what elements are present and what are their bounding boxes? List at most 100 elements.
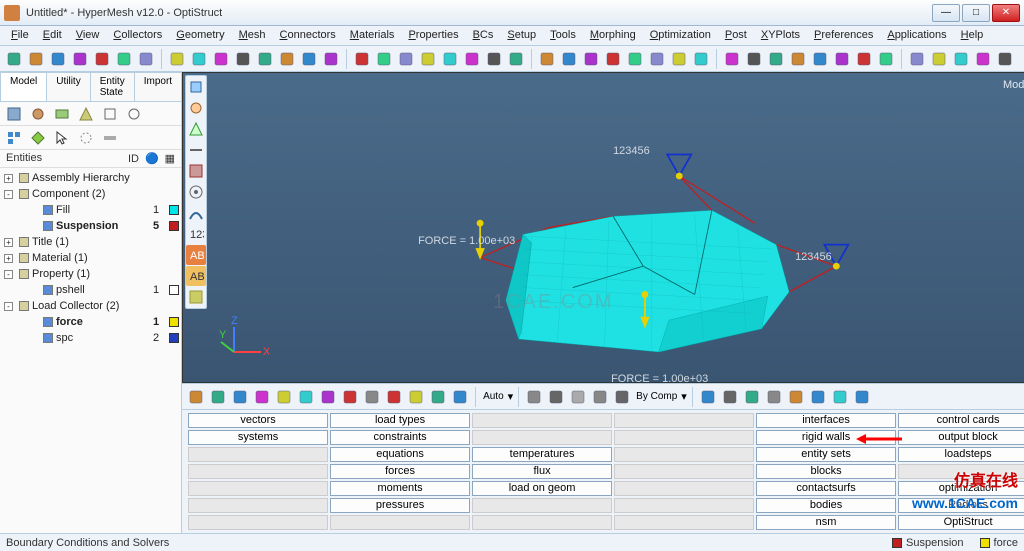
toolbar-icon[interactable] xyxy=(537,49,557,69)
dropdown-icon[interactable]: ▾ xyxy=(508,390,514,403)
toolbar-icon[interactable] xyxy=(255,49,275,69)
tree-row[interactable]: -Component (2) xyxy=(2,186,179,202)
toolbar-icon[interactable] xyxy=(384,387,404,407)
maximize-button[interactable]: □ xyxy=(962,4,990,22)
toolbar-icon[interactable] xyxy=(907,49,927,69)
tree-row[interactable]: +Assembly Hierarchy xyxy=(2,170,179,186)
status-chip-component[interactable]: Suspension xyxy=(888,537,964,549)
toolbar-icon[interactable] xyxy=(546,387,566,407)
panel-entity-sets[interactable]: entity sets xyxy=(756,447,896,462)
browser-icon[interactable] xyxy=(124,104,144,124)
toolbar-icon[interactable] xyxy=(559,49,579,69)
toolbar-icon[interactable] xyxy=(524,387,544,407)
toolbar-icon[interactable] xyxy=(92,49,112,69)
panel-nsm[interactable]: nsm xyxy=(756,515,896,530)
toolbar-icon[interactable] xyxy=(70,49,90,69)
toolbar-icon[interactable] xyxy=(951,49,971,69)
toolbar-icon[interactable] xyxy=(450,387,470,407)
toolbar-icon[interactable] xyxy=(299,49,319,69)
toolbar-icon[interactable] xyxy=(625,49,645,69)
toolbar-icon[interactable] xyxy=(396,49,416,69)
panel-output-block[interactable]: output block xyxy=(898,430,1024,445)
menu-morphing[interactable]: Morphing xyxy=(583,26,643,45)
toolbar-icon[interactable] xyxy=(4,49,24,69)
menu-materials[interactable]: Materials xyxy=(343,26,402,45)
menu-bcs[interactable]: BCs xyxy=(466,26,501,45)
browser-icon[interactable] xyxy=(76,104,96,124)
toolbar-icon[interactable] xyxy=(766,49,786,69)
toolbar-icon[interactable] xyxy=(114,49,134,69)
toolbar-icon[interactable] xyxy=(277,49,297,69)
toolbar-icon[interactable] xyxy=(136,49,156,69)
toolbar-icon[interactable] xyxy=(440,49,460,69)
toolbar-icon[interactable] xyxy=(374,49,394,69)
toolbar-icon[interactable] xyxy=(810,49,830,69)
toolbar-icon[interactable] xyxy=(852,387,872,407)
toolbar-icon[interactable] xyxy=(506,49,526,69)
toolbar-icon[interactable] xyxy=(406,387,426,407)
minimize-button[interactable]: — xyxy=(932,4,960,22)
toolbar-icon[interactable] xyxy=(211,49,231,69)
toolbar-icon[interactable] xyxy=(832,49,852,69)
auto-label[interactable]: Auto xyxy=(481,391,506,402)
toolbar-icon[interactable] xyxy=(929,49,949,69)
menu-connectors[interactable]: Connectors xyxy=(273,26,343,45)
browser-icon[interactable] xyxy=(100,104,120,124)
tree-row[interactable]: spc2 xyxy=(2,330,179,346)
toolbar-icon[interactable] xyxy=(764,387,784,407)
panel-constraints[interactable]: constraints xyxy=(330,430,470,445)
toolbar-icon[interactable] xyxy=(742,387,762,407)
menu-post[interactable]: Post xyxy=(718,26,754,45)
model-tree[interactable]: +Assembly Hierarchy-Component (2)Fill1Su… xyxy=(0,168,181,533)
tree-row[interactable]: force1 xyxy=(2,314,179,330)
menu-collectors[interactable]: Collectors xyxy=(106,26,169,45)
panel-blocks[interactable]: blocks xyxy=(756,464,896,479)
status-chip-load[interactable]: force xyxy=(976,537,1018,549)
toolbar-icon[interactable] xyxy=(995,49,1015,69)
toolbar-icon[interactable] xyxy=(612,387,632,407)
menu-applications[interactable]: Applications xyxy=(880,26,953,45)
browser-icon[interactable] xyxy=(100,128,120,148)
toolbar-icon[interactable] xyxy=(48,49,68,69)
menu-help[interactable]: Help xyxy=(954,26,991,45)
panel-pressures[interactable]: pressures xyxy=(330,498,470,513)
panel-systems[interactable]: systems xyxy=(188,430,328,445)
toolbar-icon[interactable] xyxy=(230,387,250,407)
panel-contactsurfs[interactable]: contactsurfs xyxy=(756,481,896,496)
menu-mesh[interactable]: Mesh xyxy=(232,26,273,45)
tab-model[interactable]: Model xyxy=(0,72,47,101)
panel-load-types[interactable]: load types xyxy=(330,413,470,428)
toolbar-icon[interactable] xyxy=(876,49,896,69)
toolbar-icon[interactable] xyxy=(352,49,372,69)
browser-icon[interactable] xyxy=(4,128,24,148)
toolbar-icon[interactable] xyxy=(340,387,360,407)
toolbar-icon[interactable] xyxy=(318,387,338,407)
menu-tools[interactable]: Tools xyxy=(543,26,583,45)
toolbar-icon[interactable] xyxy=(233,49,253,69)
toolbar-icon[interactable] xyxy=(669,49,689,69)
menu-preferences[interactable]: Preferences xyxy=(807,26,880,45)
panel-OptiStruct[interactable]: OptiStruct xyxy=(898,515,1024,530)
dropdown-icon[interactable]: ▾ xyxy=(681,390,687,403)
toolbar-icon[interactable] xyxy=(603,49,623,69)
toolbar-icon[interactable] xyxy=(167,49,187,69)
toolbar-icon[interactable] xyxy=(691,49,711,69)
tree-row[interactable]: -Property (1) xyxy=(2,266,179,282)
tab-utility[interactable]: Utility xyxy=(46,72,90,101)
toolbar-icon[interactable] xyxy=(722,49,742,69)
panel-bodies[interactable]: bodies xyxy=(756,498,896,513)
tree-row[interactable]: +Material (1) xyxy=(2,250,179,266)
menu-xyplots[interactable]: XYPlots xyxy=(754,26,807,45)
toolbar-icon[interactable] xyxy=(362,387,382,407)
menu-optimization[interactable]: Optimization xyxy=(643,26,718,45)
panel-moments[interactable]: moments xyxy=(330,481,470,496)
toolbar-icon[interactable] xyxy=(252,387,272,407)
toolbar-icon[interactable] xyxy=(698,387,718,407)
viewport[interactable]: 123 ABC ABC Model Info: Untitled* xyxy=(182,72,1024,383)
tree-row[interactable]: -Load Collector (2) xyxy=(2,298,179,314)
menu-view[interactable]: View xyxy=(69,26,107,45)
browser-icon[interactable] xyxy=(4,104,24,124)
menu-geometry[interactable]: Geometry xyxy=(169,26,231,45)
menu-properties[interactable]: Properties xyxy=(401,26,465,45)
toolbar-icon[interactable] xyxy=(296,387,316,407)
